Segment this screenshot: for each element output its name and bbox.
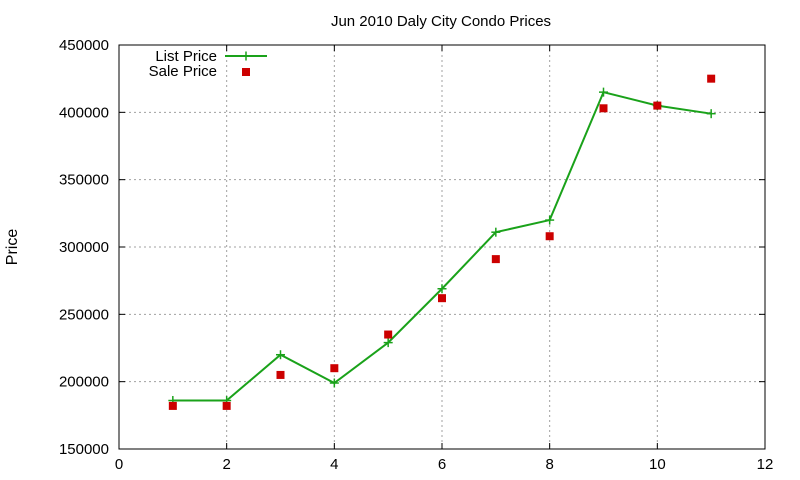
y-axis-label: Price <box>4 229 21 266</box>
y-tick-label: 350000 <box>59 172 109 189</box>
x-tick-label: 0 <box>115 456 123 473</box>
list-price-point <box>383 338 393 348</box>
list-price-point <box>329 378 339 388</box>
list-price-point <box>706 109 716 119</box>
y-tick-label: 450000 <box>59 37 109 54</box>
sale-price-point <box>438 294 446 303</box>
list-price-point <box>545 215 555 225</box>
legend-label-sale-price: Sale Price <box>149 63 217 80</box>
sale-price-point <box>545 232 554 241</box>
list-price-point <box>599 87 608 97</box>
y-tick-label: 200000 <box>59 374 109 391</box>
legend-marker-list-price <box>241 51 251 61</box>
x-tick-label: 4 <box>330 456 338 473</box>
legend-label-list-price: List Price <box>155 48 217 65</box>
sale-price-point <box>707 74 716 83</box>
sale-price-point <box>168 401 177 410</box>
list-price-point <box>491 227 501 237</box>
sale-price-point <box>491 255 500 264</box>
sale-price-point <box>222 401 231 410</box>
y-tick-label: 400000 <box>59 104 109 121</box>
y-tick-label: 150000 <box>59 441 109 458</box>
x-tick-label: 2 <box>222 456 230 473</box>
sale-price-point <box>384 330 393 339</box>
sale-price-point <box>330 364 339 373</box>
y-tick-label: 250000 <box>59 306 109 323</box>
sale-price-point <box>599 104 608 113</box>
chart-title: Jun 2010 Daly City Condo Prices <box>331 13 551 30</box>
x-tick-label: 6 <box>438 456 446 473</box>
legend-marker-sale-price <box>242 68 250 76</box>
sale-price-point <box>653 101 662 110</box>
data-series <box>168 74 716 410</box>
y-tick-label: 300000 <box>59 239 109 256</box>
grid-lines <box>119 45 765 449</box>
list-price-point <box>276 350 285 360</box>
x-tick-label: 12 <box>757 456 774 473</box>
x-tick-label: 10 <box>649 456 666 473</box>
sale-price-point <box>276 370 285 379</box>
list-price-point <box>437 284 447 294</box>
x-tick-label: 8 <box>545 456 553 473</box>
axes: 0 2 4 6 8 10 12 150000 200000 250000 300000 350000 4… <box>59 37 773 473</box>
